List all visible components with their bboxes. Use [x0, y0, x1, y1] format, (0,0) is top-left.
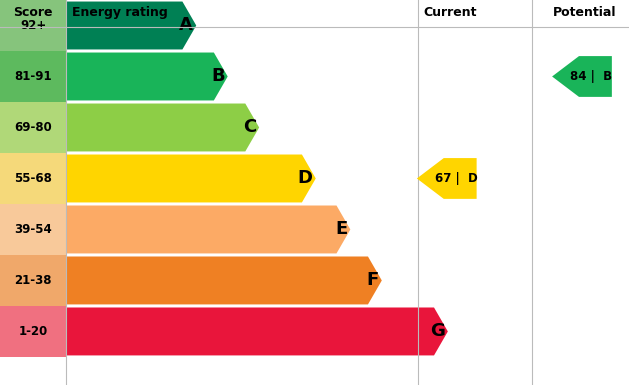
Text: F: F — [367, 271, 379, 290]
Text: 69-80: 69-80 — [14, 121, 52, 134]
Text: G: G — [430, 323, 445, 340]
Text: Energy rating: Energy rating — [72, 6, 168, 19]
Polygon shape — [66, 256, 382, 305]
Text: E: E — [335, 221, 347, 238]
Polygon shape — [66, 104, 259, 151]
Polygon shape — [66, 2, 196, 49]
Text: 84 |  B: 84 | B — [571, 70, 612, 83]
Text: 39-54: 39-54 — [14, 223, 52, 236]
Text: A: A — [179, 17, 193, 35]
Text: Potential: Potential — [554, 6, 616, 19]
Text: 67 |  D: 67 | D — [435, 172, 477, 185]
Text: 1-20: 1-20 — [18, 325, 48, 338]
Polygon shape — [66, 308, 448, 355]
Bar — [0, 0, 66, 51]
Text: C: C — [243, 119, 256, 137]
Bar — [0, 51, 66, 102]
Text: Current: Current — [423, 6, 477, 19]
Polygon shape — [552, 56, 612, 97]
Polygon shape — [66, 154, 316, 203]
Polygon shape — [417, 158, 477, 199]
Text: 81-91: 81-91 — [14, 70, 52, 83]
Bar — [0, 102, 66, 153]
Text: 21-38: 21-38 — [14, 274, 52, 287]
Text: B: B — [211, 67, 225, 85]
Bar — [0, 204, 66, 255]
Polygon shape — [66, 52, 228, 100]
Polygon shape — [66, 206, 350, 253]
Text: D: D — [298, 169, 313, 187]
Text: 55-68: 55-68 — [14, 172, 52, 185]
Bar — [0, 153, 66, 204]
Text: 92+: 92+ — [20, 19, 46, 32]
Bar — [0, 255, 66, 306]
Text: Score: Score — [13, 6, 53, 19]
Bar — [0, 306, 66, 357]
